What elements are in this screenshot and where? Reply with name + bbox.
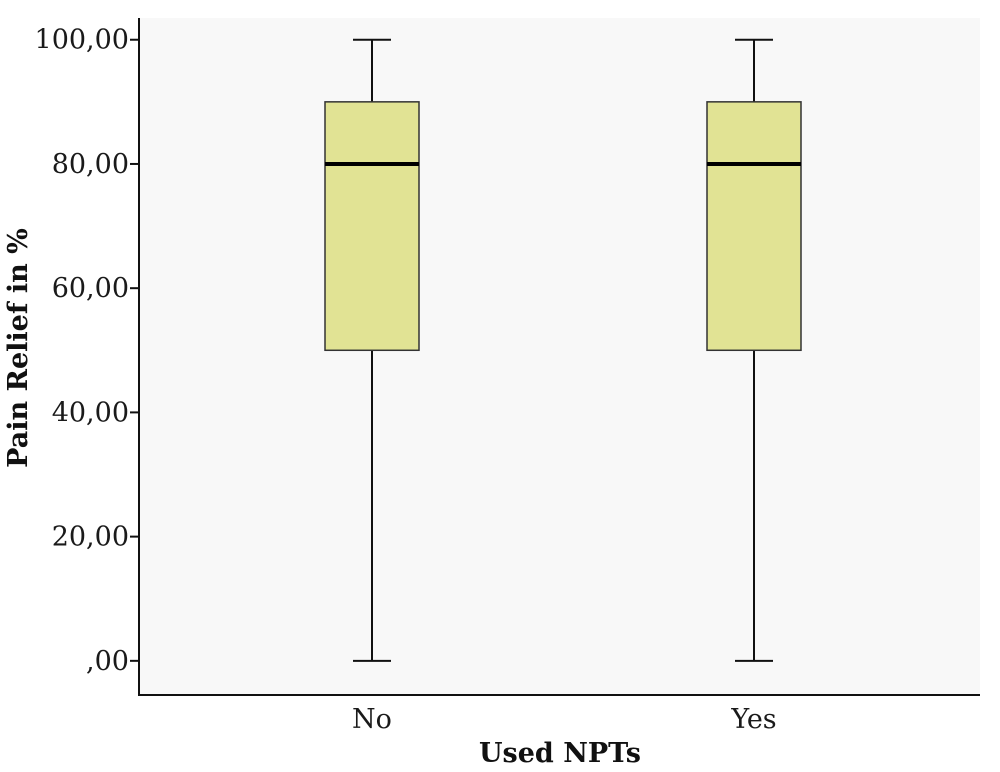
box-group-yes bbox=[706, 38, 802, 662]
x-axis-title: Used NPTs bbox=[479, 738, 641, 769]
x-tick-label: Yes bbox=[730, 704, 776, 735]
iqr-box bbox=[324, 101, 420, 352]
y-tick-label: 60,00 bbox=[52, 273, 129, 304]
x-axis-ticks: No Yes bbox=[352, 704, 777, 735]
boxes bbox=[324, 38, 802, 662]
y-tick-label: 20,00 bbox=[52, 522, 129, 553]
y-axis-ticks: ,00 20,00 40,00 60,00 80,00 100,00 bbox=[35, 25, 139, 677]
x-tick-label: No bbox=[352, 704, 392, 735]
y-tick-label: 80,00 bbox=[52, 149, 129, 180]
y-tick-label: 100,00 bbox=[35, 25, 129, 56]
plot-area bbox=[139, 18, 980, 695]
y-tick-label: ,00 bbox=[86, 646, 129, 677]
iqr-box bbox=[706, 101, 802, 352]
y-axis-title: Pain Relief in % bbox=[3, 228, 34, 468]
box-group-no bbox=[324, 38, 420, 662]
y-tick-label: 40,00 bbox=[52, 397, 129, 428]
